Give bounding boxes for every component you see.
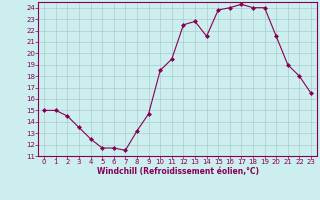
X-axis label: Windchill (Refroidissement éolien,°C): Windchill (Refroidissement éolien,°C) (97, 167, 259, 176)
